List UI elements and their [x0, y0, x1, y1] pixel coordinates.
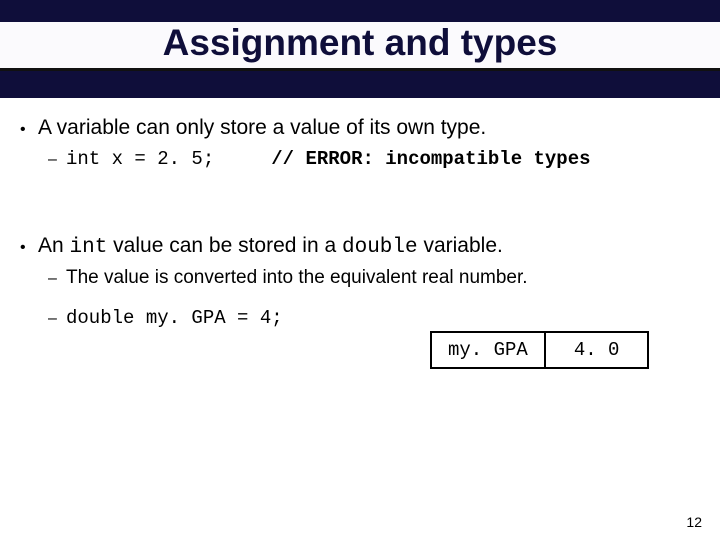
slide-title: Assignment and types: [0, 22, 720, 71]
bullet-text: An int value can be stored in a double v…: [38, 234, 503, 259]
bullet-dot-icon: [20, 239, 38, 257]
bullet-text: A variable can only store a value of its…: [38, 116, 486, 140]
slide-body: A variable can only store a value of its…: [20, 110, 700, 337]
variable-box: my. GPA 4. 0: [430, 331, 649, 369]
bullet-level1: An int value can be stored in a double v…: [20, 234, 700, 259]
dash-icon: –: [48, 270, 66, 288]
page-number: 12: [686, 514, 702, 530]
code-line: double my. GPA = 4;: [66, 307, 283, 329]
text-frag: value can be stored in a: [107, 234, 342, 257]
code-left: int x = 2. 5;: [66, 148, 214, 170]
bullet-level2-code: – double my. GPA = 4;: [48, 307, 700, 329]
variable-box-label: my. GPA: [432, 333, 544, 367]
bullet-level1: A variable can only store a value of its…: [20, 116, 700, 140]
sub-bullet-text: The value is converted into the equivale…: [66, 267, 528, 289]
variable-box-value: 4. 0: [544, 333, 648, 367]
spacer: [20, 178, 700, 228]
text-frag: variable.: [418, 234, 503, 257]
text-frag: An: [38, 234, 70, 257]
dash-icon: –: [48, 310, 66, 328]
bullet-dot-icon: [20, 121, 38, 139]
dash-icon: –: [48, 151, 66, 169]
code-line: int x = 2. 5; // ERROR: incompatible typ…: [66, 148, 591, 170]
inline-code: double: [342, 236, 418, 259]
code-right: // ERROR: incompatible types: [271, 148, 590, 170]
bullet-level2: – The value is converted into the equiva…: [48, 267, 700, 289]
inline-code: int: [70, 236, 108, 259]
bullet-level2-code: – int x = 2. 5; // ERROR: incompatible t…: [48, 148, 700, 170]
